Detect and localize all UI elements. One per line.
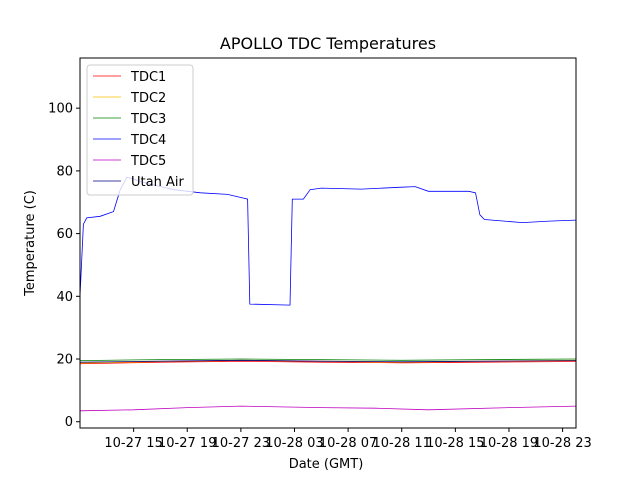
x-tick-label: 10-27 19 bbox=[158, 436, 216, 451]
legend-label: TDC1 bbox=[130, 70, 166, 85]
series-line-tdc4 bbox=[79, 176, 577, 306]
y-tick-label: 100 bbox=[48, 102, 73, 117]
chart-title: APOLLO TDC Temperatures bbox=[220, 34, 436, 53]
legend-label: TDC4 bbox=[130, 133, 166, 148]
x-tick-label: 10-28 11 bbox=[373, 436, 431, 451]
x-axis-label: Date (GMT) bbox=[289, 457, 364, 472]
x-tick-label: 10-28 07 bbox=[319, 436, 377, 451]
series-line-tdc1 bbox=[79, 360, 577, 365]
series-line-tdc5 bbox=[79, 405, 577, 412]
y-tick-label: 60 bbox=[56, 227, 73, 242]
y-tick-label: 40 bbox=[56, 290, 73, 305]
legend: TDC1 TDC2 TDC3 TDC4 TDC5 Utah Air bbox=[86, 64, 194, 196]
x-tick-label: 10-27 15 bbox=[104, 436, 162, 451]
x-tick-label: 10-27 23 bbox=[212, 436, 270, 451]
x-tick-label: 10-28 15 bbox=[426, 436, 484, 451]
legend-label: Utah Air bbox=[131, 175, 184, 190]
legend-label: TDC2 bbox=[130, 91, 166, 106]
y-axis-label: Temperature (C) bbox=[23, 190, 38, 297]
x-tick-label: 10-28 03 bbox=[265, 436, 323, 451]
x-tick-label: 10-28 19 bbox=[480, 436, 538, 451]
series-line-tdc3 bbox=[79, 358, 577, 361]
series-layer bbox=[79, 176, 577, 412]
y-tick-label: 0 bbox=[65, 415, 73, 430]
series-line-utah-air bbox=[79, 359, 577, 363]
legend-box bbox=[86, 64, 194, 196]
y-axis: 0 20 40 60 80 100 bbox=[48, 102, 80, 430]
legend-label: TDC3 bbox=[130, 112, 166, 127]
y-tick-label: 20 bbox=[56, 353, 73, 368]
x-tick-label: 10-28 23 bbox=[533, 436, 591, 451]
legend-label: TDC5 bbox=[130, 154, 166, 169]
plot-frame bbox=[79, 57, 577, 429]
y-tick-label: 80 bbox=[56, 164, 73, 179]
